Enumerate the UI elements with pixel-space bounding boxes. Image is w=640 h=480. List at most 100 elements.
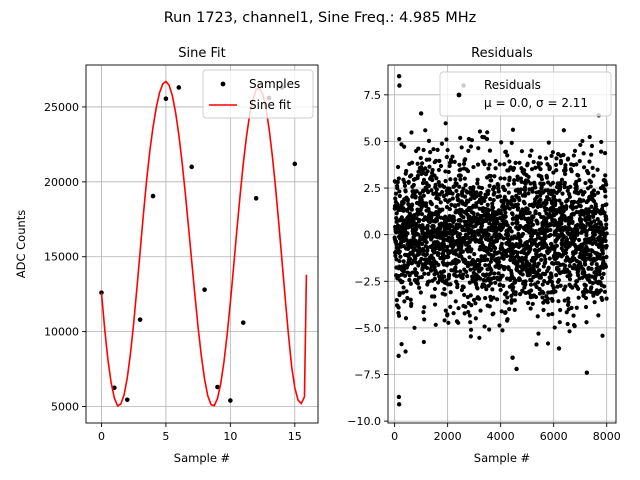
residual-point bbox=[409, 173, 414, 178]
residual-point bbox=[443, 169, 448, 174]
residual-point bbox=[540, 295, 545, 300]
residual-point bbox=[561, 128, 566, 133]
residual-point bbox=[461, 272, 466, 277]
residual-point bbox=[428, 268, 434, 273]
residual-point bbox=[510, 221, 515, 226]
residual-point bbox=[475, 162, 481, 167]
residual-point bbox=[538, 161, 543, 166]
residual-point bbox=[590, 165, 595, 170]
residual-point bbox=[562, 180, 567, 185]
residual-point bbox=[594, 262, 599, 267]
residual-point bbox=[412, 213, 417, 218]
residual-point bbox=[415, 281, 421, 286]
residual-point bbox=[428, 150, 433, 155]
residual-point bbox=[589, 152, 594, 157]
residual-point bbox=[529, 233, 535, 239]
residual-point bbox=[586, 248, 591, 253]
residual-point bbox=[502, 265, 507, 270]
residual-point bbox=[580, 244, 585, 249]
residual-point bbox=[522, 185, 528, 190]
residual-point bbox=[423, 166, 428, 171]
residuals-axes: Residuals 0 2000 4000 6000 8000 −10.0 −7.5 −5.0 −… bbox=[347, 46, 620, 465]
residual-point bbox=[575, 273, 581, 278]
residual-point bbox=[527, 153, 533, 158]
residual-point bbox=[434, 204, 439, 209]
residual-point bbox=[537, 268, 542, 273]
residual-point bbox=[541, 307, 546, 313]
residual-point bbox=[583, 180, 588, 186]
residual-point bbox=[421, 188, 426, 193]
residual-point bbox=[489, 247, 494, 253]
residual-point bbox=[553, 289, 558, 294]
residual-point bbox=[507, 226, 513, 231]
residual-point bbox=[517, 197, 522, 203]
residual-point bbox=[519, 149, 525, 154]
residual-point bbox=[497, 282, 503, 287]
residual-point bbox=[541, 181, 546, 186]
residual-point bbox=[562, 298, 567, 303]
y-axis-label: ADC Counts bbox=[14, 210, 28, 279]
residual-point bbox=[488, 259, 494, 264]
residual-point bbox=[414, 271, 419, 276]
residual-point bbox=[444, 137, 449, 142]
residual-point bbox=[557, 320, 562, 325]
residual-point bbox=[599, 222, 604, 227]
residual-point bbox=[601, 271, 606, 276]
residual-point bbox=[496, 189, 501, 194]
residual-point bbox=[526, 191, 531, 196]
residual-point bbox=[493, 158, 498, 164]
residual-point bbox=[525, 207, 530, 212]
residual-point bbox=[491, 254, 496, 259]
residual-point bbox=[436, 196, 441, 201]
legend-marker-samples bbox=[220, 81, 226, 87]
residual-point bbox=[399, 272, 404, 277]
residual-point bbox=[523, 282, 528, 287]
residual-point bbox=[438, 163, 444, 169]
residual-point bbox=[586, 171, 591, 176]
residual-point bbox=[575, 227, 580, 232]
residual-point bbox=[478, 190, 483, 196]
residual-point bbox=[431, 224, 436, 229]
legend: Samples Sine fit bbox=[202, 69, 314, 119]
y-tick-label: 2.5 bbox=[364, 182, 382, 195]
residual-point bbox=[515, 202, 520, 207]
residual-point bbox=[538, 252, 544, 257]
residual-point bbox=[488, 281, 494, 286]
residual-point bbox=[568, 184, 573, 189]
residual-point bbox=[581, 151, 586, 156]
residual-point bbox=[589, 143, 595, 149]
residual-point bbox=[479, 223, 485, 228]
residual-point bbox=[511, 285, 516, 290]
residual-point bbox=[554, 243, 560, 248]
residual-point bbox=[603, 194, 608, 199]
residual-point bbox=[543, 257, 548, 262]
residual-point bbox=[602, 284, 607, 289]
residual-point bbox=[458, 167, 463, 172]
residual-point bbox=[592, 232, 598, 237]
residual-point bbox=[448, 177, 453, 182]
residual-point bbox=[549, 153, 554, 159]
residual-point bbox=[563, 284, 568, 289]
residual-point bbox=[440, 207, 445, 212]
residual-point bbox=[483, 194, 488, 200]
residual-point bbox=[442, 286, 447, 292]
residual-point bbox=[604, 296, 609, 301]
residual-point bbox=[409, 160, 415, 165]
x-axis-label: Sample # bbox=[174, 451, 230, 465]
residual-point bbox=[575, 231, 580, 236]
data-layer bbox=[392, 73, 609, 407]
residual-point bbox=[455, 192, 461, 198]
residual-point bbox=[580, 275, 585, 280]
residual-point bbox=[469, 247, 474, 252]
residual-point bbox=[446, 169, 451, 175]
residual-point bbox=[432, 276, 438, 281]
residual-point bbox=[418, 249, 423, 254]
x-tick-label: 8000 bbox=[593, 430, 621, 443]
residual-point bbox=[453, 265, 458, 270]
residual-point bbox=[531, 204, 536, 209]
residual-point bbox=[402, 299, 407, 304]
residual-point bbox=[434, 187, 439, 192]
residual-point bbox=[567, 329, 572, 334]
residual-point bbox=[503, 214, 508, 219]
residual-point bbox=[426, 206, 431, 212]
